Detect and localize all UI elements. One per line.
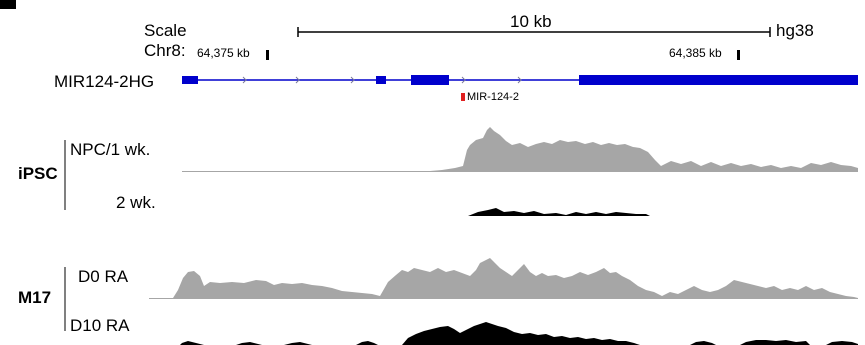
signal-track-d0-ra xyxy=(149,258,858,299)
scale-label: Scale xyxy=(144,21,187,40)
exon xyxy=(182,76,198,84)
mirna-label: MIR-124-2 xyxy=(467,91,519,103)
signal-track-npc-1wk xyxy=(182,127,858,172)
track-label-npc-1wk: NPC/1 wk. xyxy=(70,140,151,159)
left-position: 64,375 kb xyxy=(197,46,250,60)
group-label-ipsc: iPSC xyxy=(18,164,58,183)
scale-bar xyxy=(297,27,771,37)
assembly-label: hg38 xyxy=(776,21,814,40)
exon xyxy=(411,75,449,85)
exon xyxy=(579,75,858,85)
track-label-d0-ra: D0 RA xyxy=(78,267,129,286)
scale-bar-label: 10 kb xyxy=(510,12,552,31)
corner-block xyxy=(0,0,16,9)
right-position: 64,385 kb xyxy=(669,46,722,60)
track-label-2wk: 2 wk. xyxy=(116,193,156,212)
right-tick-mark xyxy=(737,50,740,60)
chrom-label: Chr8: xyxy=(144,41,186,60)
signal-track-d10-ra xyxy=(180,322,858,345)
gene-name: MIR124-2HG xyxy=(54,72,155,91)
signal-track-2wk xyxy=(468,208,650,216)
left-tick-mark xyxy=(266,50,269,60)
track-label-d10-ra: D10 RA xyxy=(70,316,130,335)
group-label-m17: M17 xyxy=(18,288,52,307)
mirna-mark xyxy=(461,93,465,101)
exon xyxy=(376,76,386,84)
gene-model xyxy=(182,75,858,101)
